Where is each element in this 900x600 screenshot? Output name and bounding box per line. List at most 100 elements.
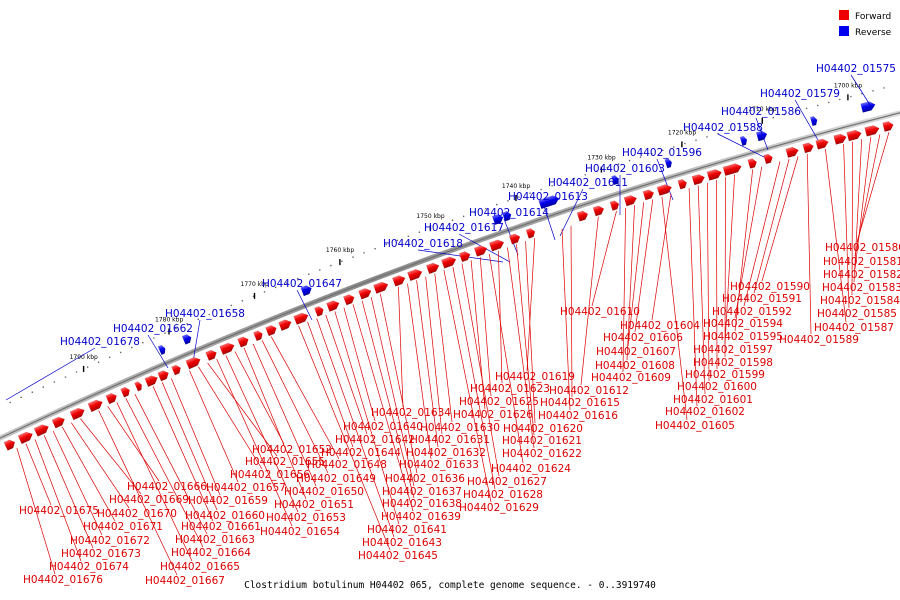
forward-gene [508, 233, 521, 245]
forward-gene-label: H04402_01664 [171, 547, 251, 559]
reverse-gene [491, 214, 504, 226]
forward-callout-line [734, 169, 754, 332]
scale-dot [64, 376, 67, 378]
forward-gene-label: H04402_01637 [382, 486, 462, 498]
forward-gene-label: H04402_01667 [145, 575, 225, 587]
scale-dot [496, 203, 498, 206]
scale-dot [108, 356, 111, 359]
forward-gene-label: H04402_01595 [703, 331, 783, 343]
forward-gene-label: H04402_01661 [181, 521, 261, 533]
forward-callout-line [207, 362, 278, 457]
forward-gene [171, 364, 181, 376]
forward-callout-line [161, 382, 218, 511]
forward-gene-label: H04402_01622 [502, 448, 582, 460]
scale-dot [816, 104, 819, 107]
forward-gene [576, 210, 589, 222]
forward-gene-label: H04402_01581 [823, 256, 900, 268]
forward-callout-line [189, 370, 239, 483]
forward-gene-label: H04402_01638 [382, 498, 462, 510]
scale-tick-label: 1710 kbp [748, 106, 776, 113]
forward-gene [134, 381, 142, 392]
forward-gene [882, 121, 894, 132]
scale-dot [296, 277, 299, 280]
forward-gene [785, 146, 799, 158]
forward-gene-label: H04402_01591 [722, 293, 802, 305]
forward-gene [326, 300, 340, 312]
forward-gene [846, 129, 862, 142]
forward-callout-line [651, 193, 672, 321]
forward-gene-label: H04402_01602 [665, 406, 745, 418]
reverse-gene-label: H04402_01617 [424, 222, 504, 234]
forward-gene-label: H04402_01644 [321, 447, 401, 459]
forward-gene [293, 312, 309, 325]
forward-gene [706, 169, 722, 181]
forward-gene-label: H04402_01600 [677, 381, 757, 393]
forward-callout-line [107, 406, 160, 482]
forward-callout-line [225, 355, 299, 513]
scale-dot [551, 185, 553, 187]
forward-callout-line [843, 143, 850, 309]
forward-gene-label: H04402_01665 [160, 561, 240, 573]
forward-gene-label: H04402_01628 [463, 489, 543, 501]
forward-gene-label: H04402_01582 [823, 269, 900, 281]
forward-callout-line [461, 263, 500, 477]
scale-dot [9, 401, 11, 404]
scale-dot [872, 90, 874, 92]
scale-dot [31, 391, 34, 394]
forward-gene-label: H04402_01598 [693, 357, 773, 369]
reverse-gene-label: H04402_01658 [165, 308, 245, 320]
reverse-callout-line [559, 188, 584, 237]
forward-gene [458, 251, 471, 263]
reverse-gene-label: H04402_01586 [721, 106, 801, 118]
forward-gene-label: H04402_01621 [502, 435, 582, 447]
forward-callout-line [851, 141, 853, 296]
forward-callout-line [507, 247, 535, 449]
reverse-gene-label: H04402_01596 [622, 147, 702, 159]
scale-dot [684, 142, 686, 145]
forward-callout-line [379, 293, 418, 474]
forward-gene [17, 431, 33, 445]
scale-dot [330, 264, 332, 267]
scale-dot [363, 252, 365, 254]
forward-gene-label: H04402_01632 [406, 447, 486, 459]
forward-callout-line [416, 280, 439, 448]
forward-gene-label: H04402_01642 [335, 434, 415, 446]
scale-dot [628, 159, 631, 162]
scale-dot [839, 98, 841, 101]
forward-callout-line [307, 321, 354, 448]
scale-dot [385, 243, 388, 246]
forward-gene-label: H04402_01590 [730, 281, 810, 293]
forward-gene-label: H04402_01610 [560, 306, 640, 318]
scale-dot [396, 239, 399, 242]
forward-gene-label: H04402_01606 [603, 332, 683, 344]
forward-gene-label: H04402_01597 [693, 344, 773, 356]
forward-callout-line [853, 139, 863, 283]
forward-gene [623, 195, 637, 207]
forward-gene-label: H04402_01639 [381, 511, 461, 523]
forward-gene-label: H04402_01592 [712, 306, 792, 318]
scale-dot [462, 215, 465, 218]
scale-dot [473, 211, 476, 214]
scale-dot [285, 282, 288, 284]
forward-gene-label: H04402_01645 [358, 550, 438, 562]
forward-gene [157, 370, 169, 382]
scale-dot [850, 95, 852, 98]
forward-callout-line [334, 311, 400, 525]
scale-dot [75, 371, 78, 373]
scale-dot [662, 149, 664, 152]
scale-dot [153, 337, 155, 339]
scale-tick-label: 1770 kbp [241, 281, 269, 288]
scale-dot [451, 219, 454, 221]
forward-gene [373, 281, 389, 294]
reverse-callout-line [755, 117, 769, 151]
forward-gene [105, 393, 117, 405]
forward-gene-label: H04402_01670 [97, 508, 177, 520]
forward-callout-line [570, 225, 573, 398]
forward-gene-label: H04402_01676 [23, 574, 103, 586]
forward-callout-line [43, 435, 94, 549]
forward-callout-line [52, 430, 103, 536]
forward-callout-line [627, 202, 645, 347]
forward-gene [392, 275, 406, 287]
forward-gene-label: H04402_01594 [703, 318, 783, 330]
forward-gene [69, 407, 85, 421]
